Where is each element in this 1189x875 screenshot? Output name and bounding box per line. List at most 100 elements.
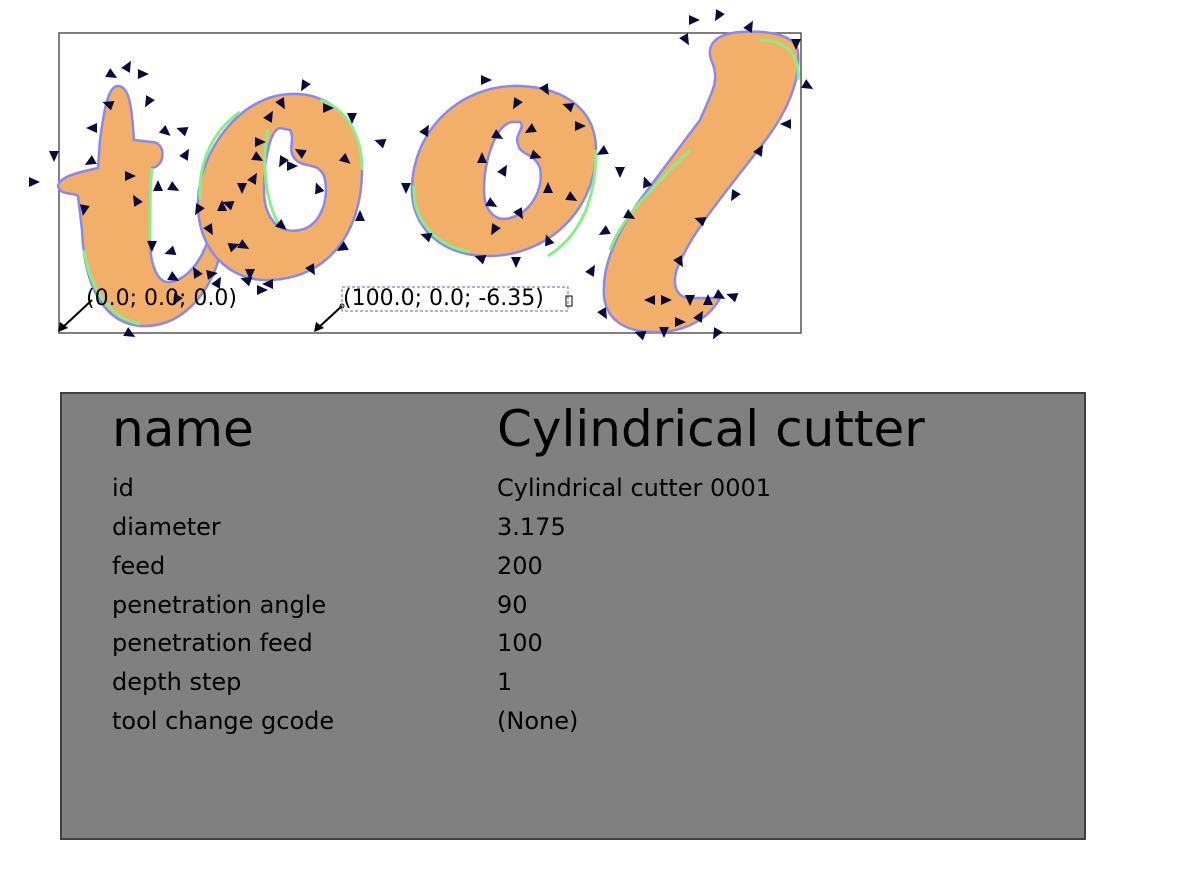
tool-name-row: name Cylindrical cutter [112, 400, 1072, 458]
tool-name-key: name [112, 400, 254, 458]
direction-arrow-marker [596, 145, 609, 155]
direction-arrow-marker [643, 176, 653, 189]
property-value[interactable]: 3.175 [497, 513, 566, 541]
direction-arrow-marker [420, 233, 433, 243]
direction-arrow-marker [401, 183, 411, 194]
direction-arrow-marker [105, 68, 118, 78]
direction-arrow-marker [275, 97, 285, 110]
direction-arrow-marker [713, 289, 726, 299]
direction-arrow-marker [355, 210, 365, 221]
direction-arrow-marker [123, 327, 136, 337]
direction-arrow-marker [138, 69, 149, 79]
tool-row-tool-change-gcode: tool change gcode (None) [112, 707, 1072, 745]
direction-arrow-marker [513, 207, 523, 220]
direction-arrow-marker [715, 9, 725, 22]
tool-name-value[interactable]: Cylindrical cutter [497, 400, 925, 458]
point-marker [314, 303, 345, 332]
direction-arrow-marker [731, 189, 741, 202]
property-key: tool change gcode [112, 707, 335, 735]
letter-o2-shape[interactable] [410, 84, 598, 258]
direction-arrow-marker [419, 124, 429, 137]
direction-arrow-marker [485, 197, 498, 207]
direction-arrow-marker [513, 97, 523, 110]
tool-row-feed: feed 200 [112, 552, 1072, 590]
direction-arrow-marker [703, 294, 713, 305]
direction-arrow-marker [338, 152, 351, 164]
direction-arrow-marker [801, 79, 814, 89]
selection-box[interactable] [341, 286, 569, 312]
property-key: feed [112, 552, 166, 580]
property-key: depth step [112, 668, 242, 696]
direction-arrow-marker [262, 279, 273, 289]
tool-row-penetration-feed: penetration feed 100 [112, 629, 1072, 667]
direction-arrow-marker [634, 331, 647, 341]
resize-handle[interactable] [565, 295, 573, 307]
property-value[interactable]: (None) [497, 707, 579, 735]
property-key: id [112, 474, 134, 502]
tool-properties-panel: name Cylindrical cutter id Cylindrical c… [60, 392, 1086, 840]
property-value[interactable]: 200 [497, 552, 543, 580]
direction-arrow-marker [227, 243, 240, 253]
tool-row-id: id Cylindrical cutter 0001 [112, 474, 1072, 512]
direction-arrow-marker [675, 317, 686, 327]
origin-marker [58, 299, 93, 332]
direction-arrow-marker [597, 307, 607, 320]
direction-arrow-marker [323, 103, 334, 113]
direction-arrow-marker [237, 239, 250, 249]
direction-arrow-marker [693, 310, 703, 323]
direction-arrow-marker [565, 191, 578, 201]
direction-arrow-marker [222, 201, 235, 211]
drawing-canvas[interactable]: (0.0; 0.0; 0.0) (100.0; 0.0; -6.35) [0, 0, 1189, 360]
property-value[interactable]: 90 [497, 591, 528, 619]
direction-arrow-marker [206, 269, 218, 280]
direction-arrow-marker [255, 137, 266, 147]
direction-arrow-marker [195, 203, 205, 216]
direction-arrow-marker [545, 234, 555, 247]
point-coordinate-label[interactable]: (100.0; 0.0; -6.35) [343, 286, 544, 311]
direction-arrow-marker [305, 263, 315, 276]
direction-arrow-marker [615, 167, 625, 178]
direction-arrow-marker [49, 151, 59, 162]
direction-arrow-marker [158, 124, 171, 136]
letter-o1-shape[interactable] [196, 92, 364, 282]
direction-arrow-marker [279, 155, 289, 168]
tool-row-penetration-angle: penetration angle 90 [112, 591, 1072, 629]
direction-arrow-marker [529, 149, 542, 159]
direction-arrow-marker [336, 241, 349, 251]
direction-arrow-marker [474, 255, 487, 265]
direction-arrow-marker [743, 20, 753, 33]
direction-arrow-marker [145, 95, 155, 108]
direction-arrow-marker [661, 295, 672, 305]
property-value[interactable]: 100 [497, 629, 543, 657]
direction-arrow-marker [491, 129, 504, 139]
letter-l-shape[interactable] [602, 30, 800, 334]
property-key: penetration feed [112, 629, 313, 657]
direction-arrow-marker [713, 327, 723, 340]
direction-arrow-marker [301, 79, 311, 92]
direction-arrow-marker [121, 60, 131, 73]
drawing-svg[interactable]: (0.0; 0.0; 0.0) (100.0; 0.0; -6.35) [0, 0, 1189, 360]
direction-arrow-marker [79, 204, 90, 216]
direction-arrow-marker [659, 327, 669, 338]
path-direction-markers [29, 9, 814, 341]
direction-arrow-marker [315, 182, 325, 195]
direction-arrow-marker [179, 148, 189, 161]
direction-arrow-marker [176, 127, 189, 137]
direction-arrow-marker [153, 180, 163, 191]
direction-arrow-marker [644, 295, 655, 305]
direction-arrow-marker [753, 144, 763, 157]
direction-arrow-marker [203, 223, 213, 236]
direction-arrow-marker [125, 171, 136, 181]
direction-arrow-marker [524, 123, 537, 133]
direction-arrow-marker [481, 75, 492, 85]
property-value[interactable]: 1 [497, 668, 513, 696]
direction-arrow-marker [791, 39, 801, 50]
direction-arrow-marker [679, 33, 689, 46]
property-value[interactable]: Cylindrical cutter 0001 [497, 474, 772, 502]
direction-arrow-marker [245, 269, 255, 280]
direction-arrow-marker [497, 164, 507, 177]
direction-arrow-marker [84, 155, 97, 165]
direction-arrow-marker [217, 200, 227, 211]
direction-arrow-marker [294, 149, 307, 159]
direction-arrow-marker [780, 119, 791, 129]
